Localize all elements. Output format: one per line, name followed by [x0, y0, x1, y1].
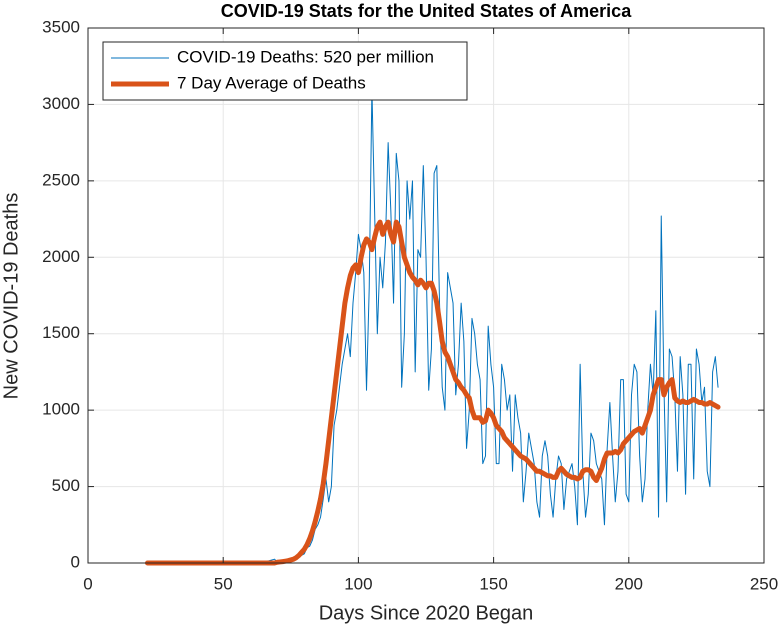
legend-box: [102, 41, 468, 101]
legend-label: COVID-19 Deaths: 520 per million: [177, 47, 434, 66]
y-tick-label: 2500: [42, 170, 80, 189]
y-tick-label: 500: [52, 476, 80, 495]
x-tick-label: 200: [615, 574, 643, 593]
legend-label: 7 Day Average of Deaths: [177, 73, 366, 92]
y-tick-label: 3500: [42, 17, 80, 36]
plot-frame: [87, 27, 765, 564]
y-tick-label: 1000: [42, 400, 80, 419]
y-axis-label: New COVID-19 Deaths: [0, 193, 22, 400]
x-tick-label: 250: [750, 574, 778, 593]
y-tick-label: 3000: [42, 94, 80, 113]
x-axis-label: Days Since 2020 Began: [319, 602, 534, 624]
legend: COVID-19 Deaths: 520 per million 7 Day Av…: [102, 41, 468, 101]
y-tick-label: 2000: [42, 247, 80, 266]
x-tick-label: 150: [479, 574, 507, 593]
y-tick-label: 0: [71, 552, 80, 571]
x-tick-label: 50: [214, 574, 233, 593]
x-tick-label: 0: [83, 574, 92, 593]
y-tick-label: 1500: [42, 323, 80, 342]
x-tick-label: 100: [344, 574, 372, 593]
chart-title: COVID-19 Stats for the United States of …: [221, 1, 632, 21]
